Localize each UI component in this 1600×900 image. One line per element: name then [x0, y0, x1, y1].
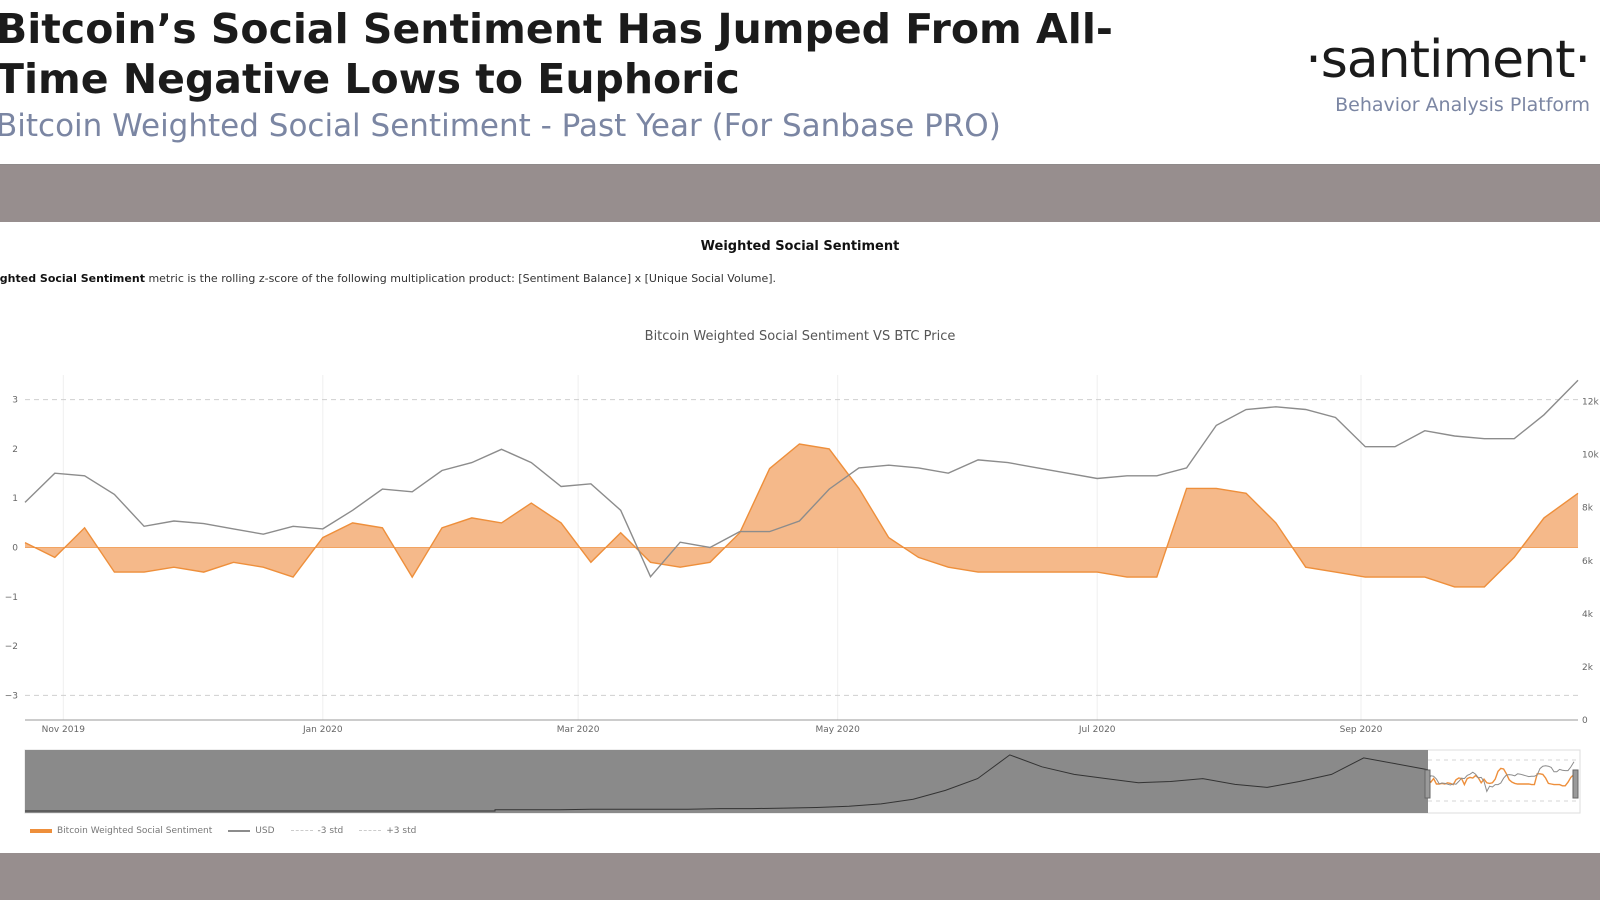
legend-swatch [359, 830, 382, 832]
range-navigator [24, 749, 1581, 814]
sentiment-area-series [24, 443, 1579, 588]
y-right-tick-label: 8k [1582, 504, 1594, 514]
navigator-price-line [1427, 761, 1575, 793]
y-left-tick-label: −3 [5, 691, 18, 701]
x-tick-label: May 2020 [815, 725, 860, 735]
x-tick-label: Jul 2020 [1078, 725, 1116, 735]
section-title: Weighted Social Sentiment [700, 239, 900, 254]
sentiment-area [25, 444, 1578, 587]
y-right-tick-label: 4k [1582, 610, 1594, 620]
x-tick-label: Jan 2020 [302, 725, 343, 735]
legend-label: -3 std [317, 826, 344, 836]
x-tick-label: Sep 2020 [1340, 725, 1383, 735]
y-left-tick-label: −1 [5, 593, 18, 603]
chart-title: Bitcoin Weighted Social Sentiment VS BTC… [644, 329, 956, 344]
metric-description: ighted Social Sentiment metric is the ro… [0, 272, 776, 285]
legend-label: USD [255, 826, 275, 836]
y-right-tick-label: 2k [1582, 663, 1594, 673]
sentiment-price-chart[interactable]: Nov 2019 Jan 2020 Mar 2020 May 2020 Jul 2020… [0, 365, 1600, 825]
chart-axes: Nov 2019 Jan 2020 Mar 2020 May 2020 Jul 2020… [5, 396, 1600, 735]
y-right-tick-label: 12k [1582, 398, 1599, 408]
top-band [0, 165, 1600, 222]
legend-swatch [30, 829, 52, 833]
bottom-band [0, 853, 1600, 900]
legend-item[interactable]: Bitcoin Weighted Social Sentiment [30, 826, 212, 836]
legend-item[interactable]: +3 std [359, 826, 416, 836]
y-left-tick-label: 2 [12, 445, 18, 455]
logo-wordmark: ·santiment· [1305, 30, 1591, 90]
legend-label: Bitcoin Weighted Social Sentiment [57, 826, 213, 836]
santiment-logo: ·santiment· Behavior Analysis Platform [1305, 30, 1591, 116]
x-tick-label: Nov 2019 [42, 725, 86, 735]
subtitle: Bitcoin Weighted Social Sentiment - Past… [0, 108, 1001, 144]
x-tick-label: Mar 2020 [557, 725, 600, 735]
price-line-series [24, 379, 1579, 578]
logo-tagline: Behavior Analysis Platform [1335, 94, 1590, 116]
sentiment-line [24, 443, 1579, 588]
y-right-tick-label: 10k [1582, 451, 1599, 461]
chart-grid [62, 375, 1362, 720]
legend-swatch [228, 830, 251, 832]
y-left-tick-label: 0 [12, 544, 18, 554]
legend-item[interactable]: USD [228, 826, 275, 836]
header-divider [0, 164, 1600, 165]
legend-swatch [290, 830, 313, 832]
headline: Bitcoin’s Social Sentiment Has Jumped Fr… [0, 5, 1113, 103]
legend-label: +3 std [386, 826, 417, 836]
chart-legend[interactable]: Bitcoin Weighted Social Sentiment USD -3 s… [30, 826, 426, 836]
y-left-tick-label: −2 [5, 642, 18, 652]
y-right-tick-label: 6k [1582, 557, 1594, 567]
navigator-handle[interactable] [1572, 769, 1579, 799]
navigator-history-line [25, 754, 1429, 812]
metric-description-bold: ighted Social Sentiment [0, 272, 145, 285]
price-line [24, 379, 1579, 578]
legend-item[interactable]: -3 std [290, 826, 344, 836]
navigator-handle[interactable] [1424, 769, 1431, 799]
navigator-shade [25, 750, 1428, 813]
metric-description-text: metric is the rolling z-score of the fol… [144, 272, 777, 285]
y-left-tick-label: 1 [12, 494, 18, 504]
y-right-tick-label: 0 [1582, 716, 1588, 726]
y-left-tick-label: 3 [12, 396, 18, 406]
